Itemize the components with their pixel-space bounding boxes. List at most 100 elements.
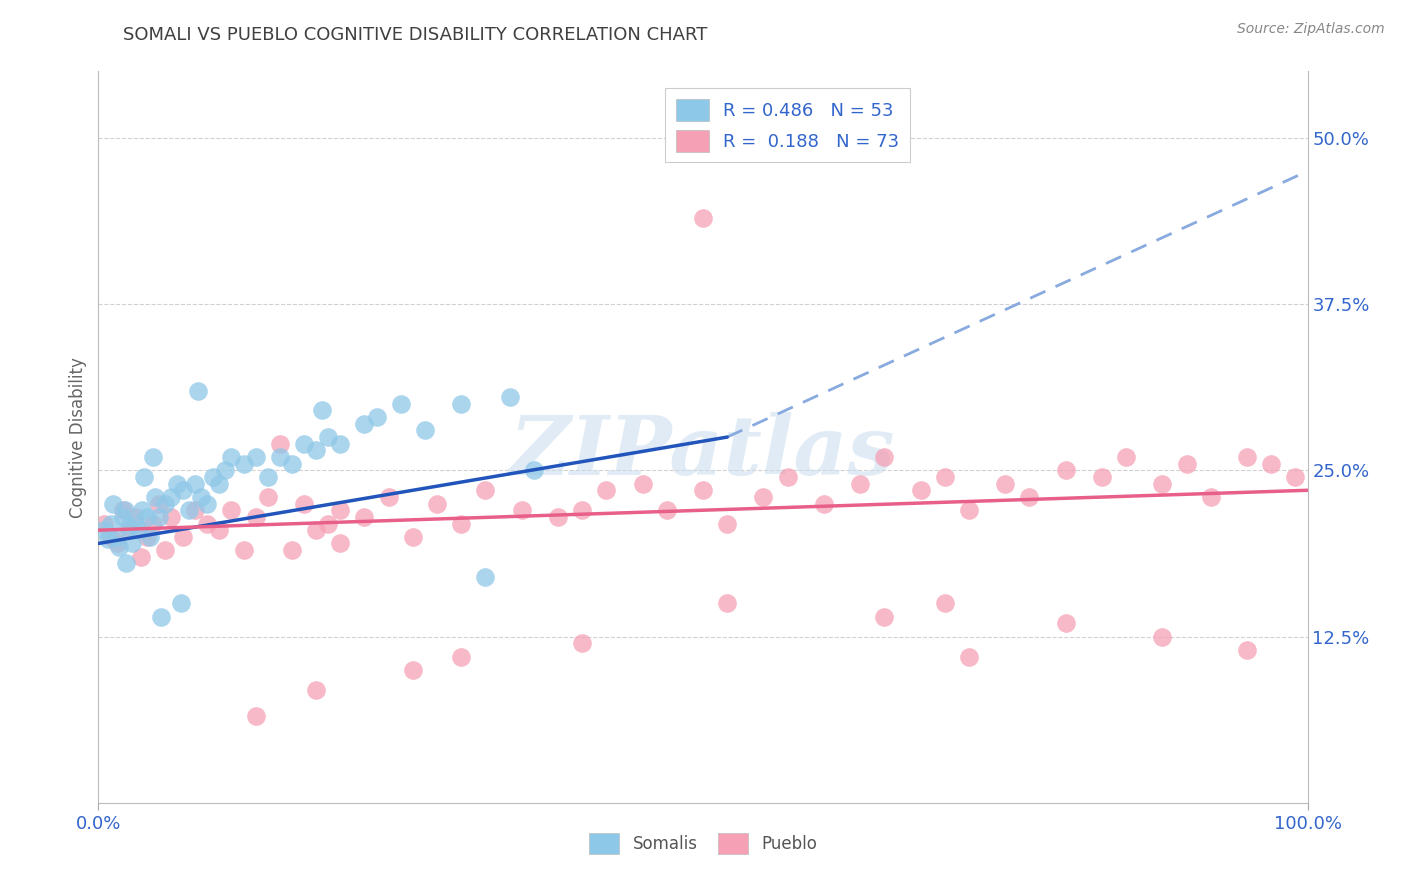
Point bbox=[124, 509, 146, 524]
Point bbox=[353, 417, 375, 431]
Point bbox=[139, 530, 162, 544]
Point bbox=[305, 523, 328, 537]
Point bbox=[97, 533, 120, 547]
Point bbox=[305, 443, 328, 458]
Point bbox=[195, 516, 218, 531]
Point bbox=[153, 543, 176, 558]
Point bbox=[402, 663, 425, 677]
Text: SOMALI VS PUEBLO COGNITIVE DISABILITY CORRELATION CHART: SOMALI VS PUEBLO COGNITIVE DISABILITY CO… bbox=[122, 26, 707, 44]
Point bbox=[402, 530, 425, 544]
Point bbox=[160, 509, 183, 524]
Point bbox=[245, 709, 267, 723]
Point bbox=[184, 476, 207, 491]
Point bbox=[148, 509, 170, 524]
Point bbox=[179, 503, 201, 517]
Point bbox=[523, 463, 546, 477]
Point bbox=[208, 523, 231, 537]
Point bbox=[169, 596, 191, 610]
Point bbox=[142, 450, 165, 464]
Point bbox=[994, 476, 1017, 491]
Point bbox=[115, 557, 138, 571]
Point bbox=[450, 516, 472, 531]
Point bbox=[571, 503, 593, 517]
Point bbox=[148, 497, 170, 511]
Point bbox=[377, 490, 399, 504]
Point bbox=[474, 483, 496, 498]
Point bbox=[256, 470, 278, 484]
Point bbox=[111, 509, 134, 524]
Point bbox=[100, 516, 122, 531]
Point bbox=[100, 530, 122, 544]
Point bbox=[873, 609, 896, 624]
Point bbox=[655, 503, 678, 517]
Point bbox=[134, 470, 156, 484]
Point bbox=[143, 490, 166, 504]
Point bbox=[127, 523, 149, 537]
Point bbox=[329, 536, 352, 550]
Point bbox=[214, 463, 236, 477]
Point bbox=[1018, 490, 1040, 504]
Legend: Somalis, Pueblo: Somalis, Pueblo bbox=[582, 827, 824, 860]
Point bbox=[316, 516, 339, 531]
Point bbox=[166, 476, 188, 491]
Point bbox=[1054, 463, 1077, 477]
Point bbox=[873, 450, 896, 464]
Text: ZIPatlas: ZIPatlas bbox=[510, 412, 896, 491]
Point bbox=[547, 509, 569, 524]
Point bbox=[571, 636, 593, 650]
Point bbox=[957, 649, 980, 664]
Point bbox=[1152, 476, 1174, 491]
Point bbox=[172, 483, 194, 498]
Point bbox=[1236, 643, 1258, 657]
Point bbox=[692, 483, 714, 498]
Point bbox=[108, 541, 131, 555]
Point bbox=[311, 403, 333, 417]
Point bbox=[105, 536, 128, 550]
Point bbox=[450, 397, 472, 411]
Point bbox=[474, 570, 496, 584]
Text: Source: ZipAtlas.com: Source: ZipAtlas.com bbox=[1237, 22, 1385, 37]
Point bbox=[129, 549, 152, 564]
Point bbox=[232, 457, 254, 471]
Point bbox=[813, 497, 835, 511]
Point bbox=[1175, 457, 1198, 471]
Point bbox=[131, 503, 153, 517]
Point bbox=[329, 436, 352, 450]
Point bbox=[142, 516, 165, 531]
Point bbox=[316, 430, 339, 444]
Point bbox=[187, 384, 209, 398]
Point bbox=[281, 543, 304, 558]
Point bbox=[716, 516, 738, 531]
Point bbox=[305, 682, 328, 697]
Point bbox=[281, 457, 304, 471]
Point bbox=[510, 503, 533, 517]
Point bbox=[1284, 470, 1306, 484]
Point bbox=[1054, 616, 1077, 631]
Point bbox=[160, 490, 183, 504]
Point bbox=[426, 497, 449, 511]
Point bbox=[245, 509, 267, 524]
Point bbox=[450, 649, 472, 664]
Point bbox=[716, 596, 738, 610]
Point bbox=[1260, 457, 1282, 471]
Point bbox=[121, 536, 143, 550]
Point bbox=[245, 450, 267, 464]
Point bbox=[910, 483, 932, 498]
Point bbox=[135, 530, 157, 544]
Point bbox=[269, 450, 291, 464]
Point bbox=[184, 503, 207, 517]
Point bbox=[208, 476, 231, 491]
Point bbox=[118, 519, 141, 533]
Point bbox=[366, 410, 388, 425]
Point bbox=[1152, 630, 1174, 644]
Point bbox=[105, 530, 128, 544]
Point bbox=[118, 523, 141, 537]
Point bbox=[221, 450, 243, 464]
Point bbox=[150, 609, 173, 624]
Point bbox=[101, 497, 124, 511]
Point bbox=[292, 436, 315, 450]
Point bbox=[1199, 490, 1222, 504]
Point bbox=[172, 530, 194, 544]
Point bbox=[190, 490, 212, 504]
Point bbox=[934, 596, 956, 610]
